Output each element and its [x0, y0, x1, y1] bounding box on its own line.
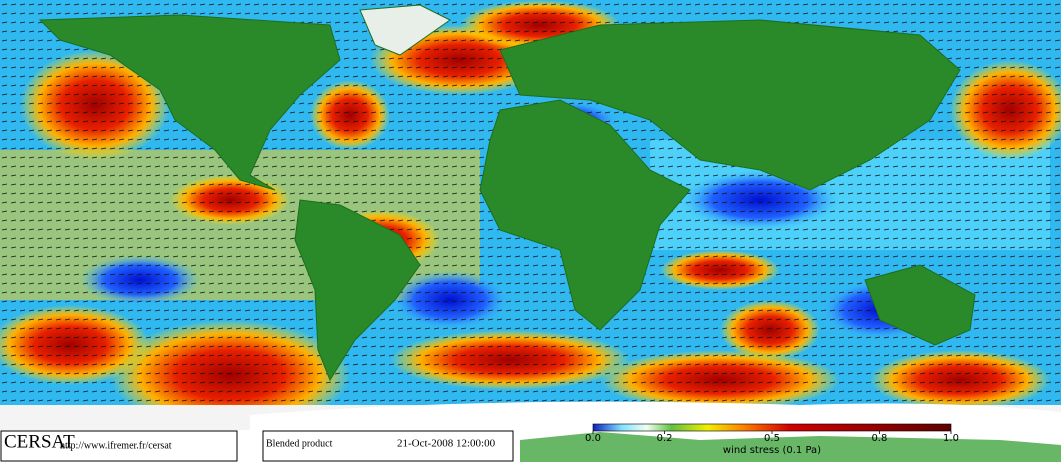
product-box: [262, 430, 514, 462]
brand: CERSAT: [4, 431, 75, 452]
colorbar-label: wind stress (0.1 Pa): [723, 445, 821, 456]
colorbar-tick-label: 0.8: [871, 433, 887, 444]
antarctic-land: [520, 432, 1061, 462]
product: Blended product: [266, 438, 333, 449]
brand-box: [0, 430, 238, 462]
colorbar-tick-label: 0.2: [657, 433, 673, 444]
url: http://www.ifremer.fr/cersat: [60, 440, 172, 451]
colorbar-tick-label: 0.5: [764, 433, 780, 444]
colorbar-tick-label: 0.0: [585, 433, 601, 444]
datetime: 21-Oct-2008 12:00:00: [397, 438, 496, 450]
colorbar-tick-label: 1.0: [943, 433, 959, 444]
map: [0, 0, 1061, 430]
colorbar-ramp: [592, 423, 952, 432]
colorbar: wind stress (0.1 Pa) 0.0 0.2 0.5 0.8 1.0: [585, 423, 959, 456]
